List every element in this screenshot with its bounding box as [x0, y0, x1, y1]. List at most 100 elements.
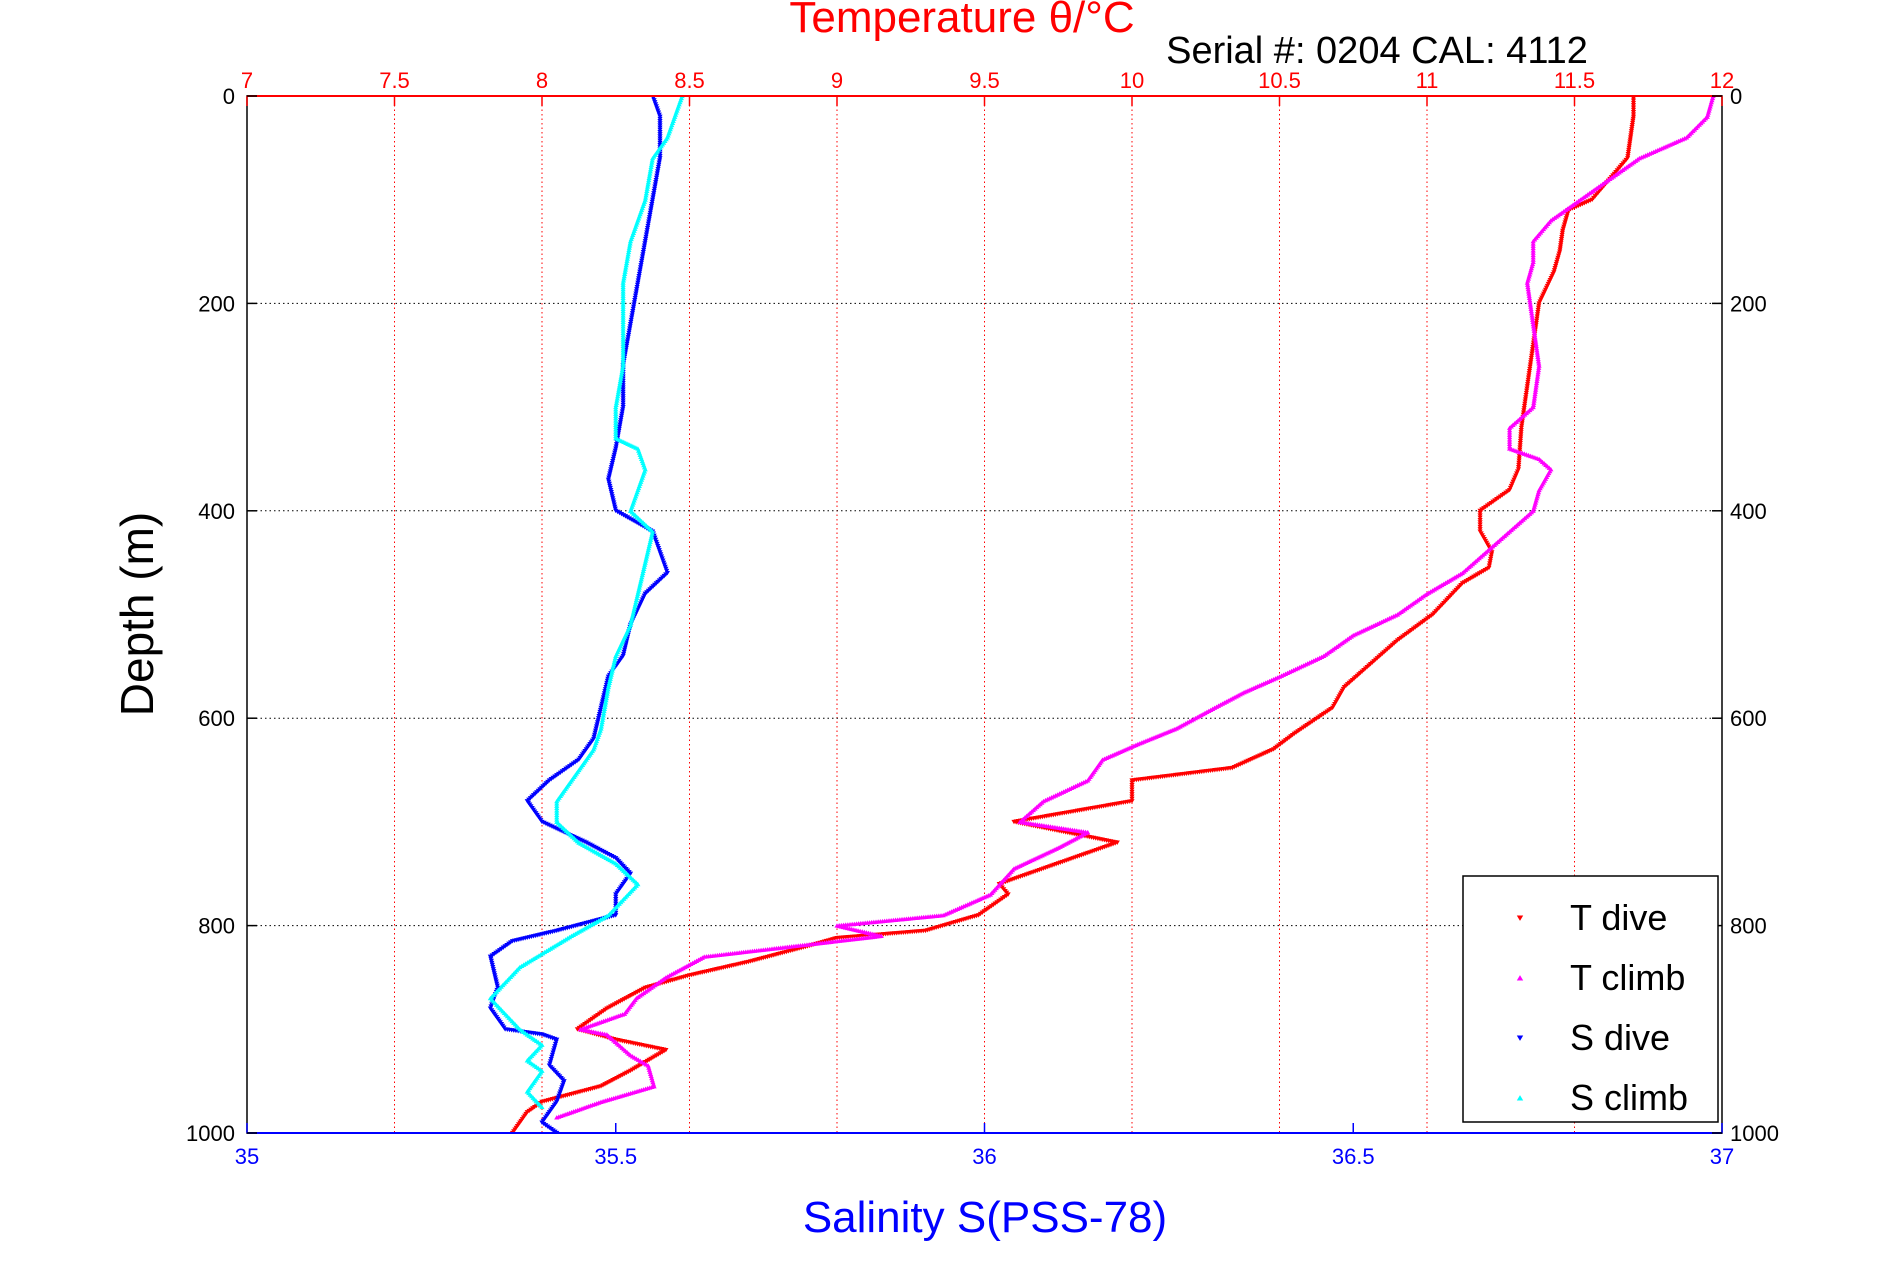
data-point [609, 668, 615, 673]
data-point [1527, 299, 1533, 305]
data-point [649, 533, 655, 538]
data-point [620, 363, 626, 368]
data-point [1477, 517, 1483, 523]
top-tick-label: 10 [1120, 68, 1144, 93]
data-point [1535, 358, 1542, 364]
data-point [641, 564, 647, 569]
data-point [1129, 780, 1135, 786]
data-point [1528, 304, 1534, 309]
data-point [554, 812, 560, 818]
data-point [1530, 248, 1536, 253]
data-point [643, 192, 649, 198]
data-point [1630, 107, 1637, 113]
data-point [1533, 339, 1539, 344]
data-point [644, 188, 650, 194]
data-point [606, 682, 612, 688]
data-point [1507, 439, 1513, 444]
legend-label: T climb [1570, 957, 1685, 998]
data-point [611, 659, 617, 665]
data-point [1487, 561, 1493, 566]
data-point [617, 378, 624, 383]
data-point [633, 597, 639, 603]
data-point [617, 380, 623, 386]
data-point [612, 657, 618, 663]
data-point [648, 537, 654, 542]
data-point [616, 387, 622, 392]
data-point [613, 400, 620, 405]
data-point [645, 549, 651, 555]
data-point [613, 901, 619, 907]
data-point [1529, 313, 1535, 318]
data-point [632, 601, 639, 607]
data-point [622, 271, 628, 277]
data-point [613, 409, 619, 414]
data-point [629, 616, 635, 621]
data-point [1630, 105, 1637, 110]
legend-label: T dive [1570, 897, 1667, 938]
data-point [610, 666, 616, 671]
chart-title: Temperature θ/°C [789, 0, 1134, 42]
data-point [554, 801, 560, 806]
data-point [608, 672, 614, 677]
data-point [648, 166, 654, 172]
data-point [639, 572, 645, 578]
data-point [613, 897, 619, 902]
data-point [1532, 334, 1538, 340]
data-point [1529, 310, 1535, 316]
data-point [646, 545, 652, 551]
data-point [1533, 382, 1539, 388]
data-point [613, 415, 619, 421]
data-point [1525, 282, 1531, 287]
data-point [645, 182, 651, 187]
data-point [613, 894, 619, 900]
data-point [1530, 257, 1536, 262]
left-tick-label: 400 [198, 499, 235, 524]
data-point [646, 175, 652, 180]
bottom-tick-label: 35.5 [594, 1144, 637, 1169]
data-point [616, 385, 622, 390]
data-point [648, 162, 655, 167]
data-point [614, 398, 620, 403]
data-point [599, 717, 606, 722]
data-point [623, 265, 629, 270]
data-point [1534, 350, 1540, 355]
data-point [625, 254, 631, 259]
axes: 7 7.5 8 8.5 9 9.5 10 10.5 11 11.5 12 35 35.5 36 36.5 37… [186, 68, 1779, 1169]
data-point [607, 676, 613, 681]
data-point [1486, 563, 1492, 568]
left-tick-label: 200 [198, 291, 235, 316]
data-point [647, 541, 653, 547]
data-point [1532, 332, 1538, 338]
data-point [601, 708, 607, 714]
data-point [1630, 96, 1637, 101]
data-point [539, 1104, 545, 1110]
data-point [625, 251, 631, 257]
data-point [624, 260, 630, 266]
data-point [614, 396, 620, 401]
data-point [1507, 430, 1513, 435]
data-point [618, 374, 624, 379]
data-point [1534, 378, 1540, 383]
data-point [554, 1115, 560, 1120]
data-point [644, 186, 650, 191]
data-point [1536, 365, 1542, 370]
data-point [1531, 328, 1537, 333]
data-point [1532, 391, 1538, 397]
data-point [1533, 341, 1539, 346]
data-point [647, 539, 653, 544]
data-point [1524, 280, 1530, 285]
data-point [628, 620, 634, 625]
data-point [613, 431, 619, 436]
right-tick-label: 1000 [1730, 1121, 1779, 1146]
data-point [1477, 515, 1483, 521]
data-point [1528, 306, 1534, 311]
data-point [629, 614, 636, 619]
right-tick-label: 400 [1730, 499, 1767, 524]
series-s-climb [487, 96, 685, 1110]
data-point [634, 595, 640, 600]
data-point [621, 273, 627, 279]
data-point [613, 411, 619, 416]
data-point [643, 195, 649, 200]
data-point [1525, 289, 1532, 294]
data-point [642, 562, 648, 567]
